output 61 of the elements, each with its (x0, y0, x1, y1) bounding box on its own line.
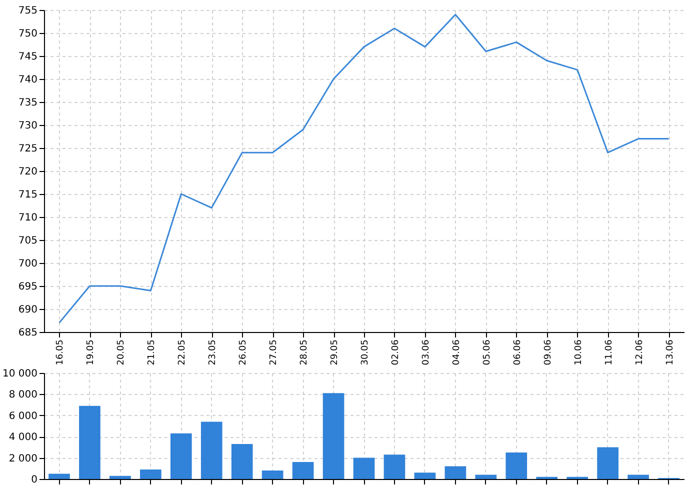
y-tick-label: 695 (18, 282, 38, 292)
y-tick-label: 720 (18, 166, 38, 178)
y-tick-label: 0 (31, 474, 38, 486)
x-tick-label: 11.06 (604, 339, 614, 366)
bar (170, 433, 192, 479)
bar (353, 458, 375, 479)
y-tick-label: 740 (18, 74, 38, 86)
x-tick-label: 02.06 (390, 339, 401, 366)
y-tick-label: 730 (18, 120, 38, 132)
x-tick-label: 04.06 (452, 339, 462, 366)
x-tick-label: 03.06 (421, 339, 432, 366)
bar (414, 472, 436, 479)
bar (475, 474, 497, 479)
x-tick-label: 16.05 (56, 340, 66, 366)
bar (140, 469, 162, 479)
x-tick-label: 30.05 (360, 340, 370, 366)
bar (444, 466, 466, 479)
bar (292, 462, 314, 479)
x-tick-label: 19.05 (86, 340, 96, 366)
x-tick-label: 20.05 (116, 340, 127, 366)
x-tick-label: 05.06 (482, 339, 492, 366)
y-tick-label: 705 (18, 236, 38, 246)
y-tick-label: 750 (18, 28, 38, 40)
y-tick-label: 685 (18, 328, 38, 338)
x-tick-label: 21.05 (147, 340, 158, 366)
x-tick-label: 09.06 (543, 339, 554, 366)
line-series (58, 14, 670, 324)
y-tick-label: 10 000 (2, 368, 38, 380)
x-tick-label: 27.05 (269, 340, 280, 366)
bar (231, 444, 253, 479)
x-tick-label: 12.06 (634, 339, 645, 366)
y-tick-label: 700 (18, 258, 38, 270)
x-tick-label: 26.05 (238, 340, 249, 366)
y-tick-label: 2 000 (8, 453, 38, 464)
bar (597, 447, 618, 479)
bar (384, 454, 406, 479)
bar (79, 406, 100, 479)
y-tick-label: 8 000 (8, 390, 38, 401)
bar (110, 476, 131, 479)
y-tick-label: 715 (18, 190, 38, 200)
x-tick-label: 10.06 (574, 339, 584, 366)
bar (628, 474, 649, 479)
x-tick-label: 06.06 (512, 339, 523, 366)
y-tick-label: 690 (18, 304, 38, 316)
y-tick-label: 710 (18, 212, 38, 224)
bar (200, 422, 222, 479)
bar (506, 452, 528, 479)
x-tick-label: 22.05 (178, 340, 188, 366)
bar (262, 470, 284, 479)
x-tick-label: 13.06 (665, 339, 676, 366)
y-tick-label: 725 (18, 144, 38, 154)
x-tick-label: 29.05 (330, 340, 340, 366)
y-tick-label: 4 000 (8, 432, 38, 444)
bar (322, 393, 344, 479)
x-tick-label: 23.05 (208, 340, 218, 366)
y-tick-label: 745 (18, 52, 38, 62)
y-tick-label: 755 (18, 6, 38, 16)
y-tick-label: 735 (18, 98, 38, 108)
bar (48, 474, 70, 479)
x-tick-label: 28.05 (300, 340, 310, 366)
y-tick-label: 6 000 (8, 410, 38, 422)
